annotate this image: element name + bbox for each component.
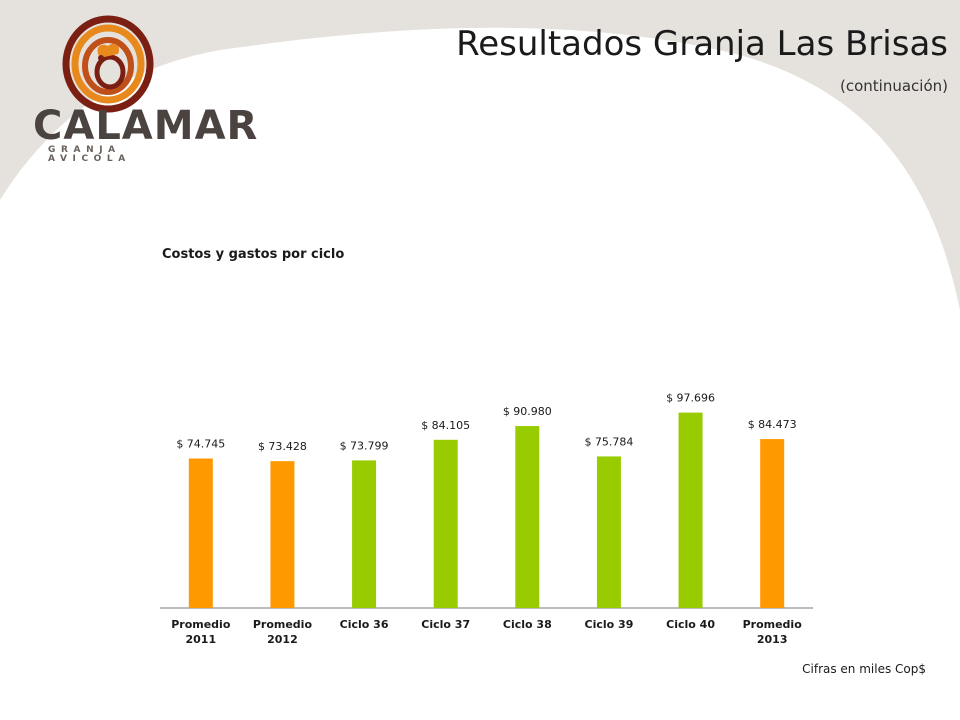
bar-6 <box>678 412 703 608</box>
category-label-0: Promedio 2011 <box>171 618 231 646</box>
bar-1 <box>270 461 295 608</box>
currency-note: Cifras en miles Cop$ <box>802 662 926 676</box>
calamar-emblem-icon <box>62 15 154 113</box>
chart-title: Costos y gastos por ciclo <box>162 247 345 262</box>
bar-2 <box>352 460 377 608</box>
data-label-4: $ 90.980 <box>503 405 552 418</box>
bar-0 <box>188 458 213 608</box>
data-label-7: $ 84.473 <box>748 418 797 431</box>
bar-4 <box>515 426 540 608</box>
category-label-2: Ciclo 36 <box>340 618 389 631</box>
category-label-3: Ciclo 37 <box>421 618 470 631</box>
data-label-5: $ 75.784 <box>584 435 633 448</box>
page-subtitle: (continuación) <box>840 77 948 95</box>
brand-tagline: GRANJA AVICOLA <box>48 145 131 164</box>
category-label-5: Ciclo 39 <box>585 618 634 631</box>
page-title: Resultados Granja Las Brisas <box>456 24 948 64</box>
bar-3 <box>433 439 458 608</box>
bar-7 <box>760 439 785 608</box>
data-label-6: $ 97.696 <box>666 392 715 405</box>
bar-5 <box>596 456 621 608</box>
brand-name: CALAMAR <box>33 103 259 149</box>
data-label-3: $ 84.105 <box>421 419 470 432</box>
data-label-0: $ 74.745 <box>176 438 225 451</box>
cost-bar-chart: $ 74.745 Promedio 2011 $ 73.428 Promedio 2012… <box>160 392 813 646</box>
category-label-1: Promedio 2012 <box>253 618 313 646</box>
category-label-4: Ciclo 38 <box>503 618 552 631</box>
data-label-2: $ 73.799 <box>340 439 389 452</box>
category-label-7: Promedio 2013 <box>743 618 803 646</box>
data-label-1: $ 73.428 <box>258 440 307 453</box>
category-label-6: Ciclo 40 <box>666 618 715 631</box>
calamar-logo: CALAMAR GRANJA AVICOLA <box>28 14 257 164</box>
